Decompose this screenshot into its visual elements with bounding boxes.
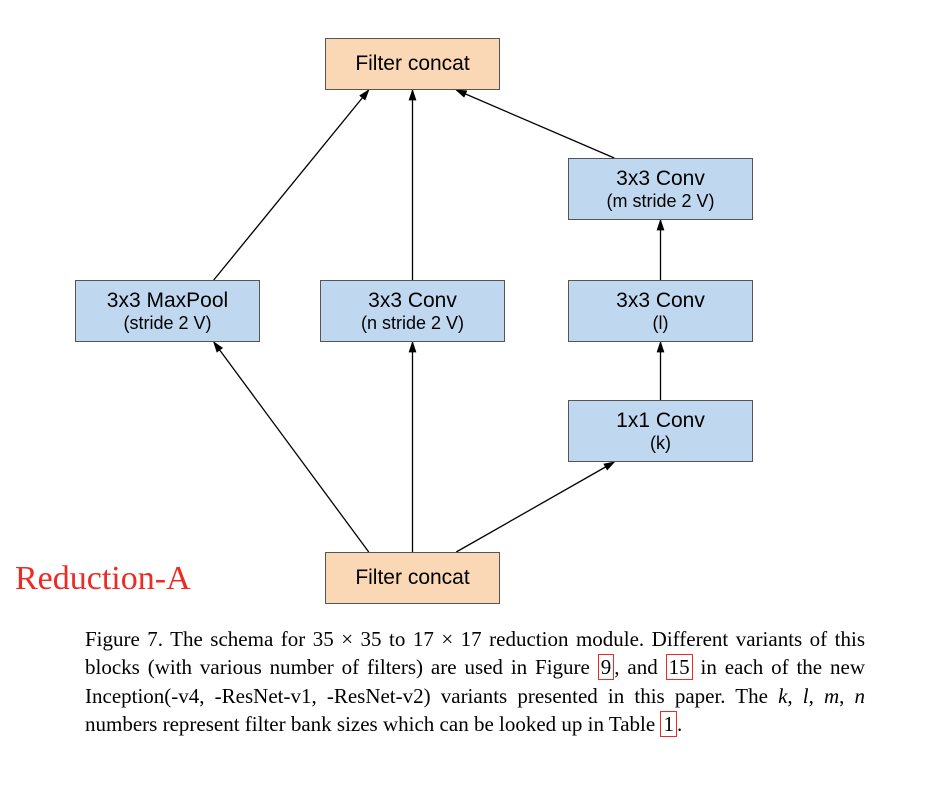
node-label: 1x1 Conv	[616, 408, 705, 433]
ref-link[interactable]: 9	[598, 654, 615, 680]
node-sublabel: (stride 2 V)	[123, 313, 211, 335]
node-label: 3x3 Conv	[616, 288, 705, 313]
node-label: 3x3 MaxPool	[107, 288, 228, 313]
diagram-title: Reduction-A	[15, 560, 191, 598]
caption-text: to	[382, 627, 413, 651]
caption-text: Figure 7.	[85, 627, 170, 651]
node-label: Filter concat	[355, 51, 469, 76]
diagram-canvas: Filter concat 3x3 Conv (m stride 2 V) 3x…	[0, 0, 940, 793]
node-conv-n: 3x3 Conv (n stride 2 V)	[320, 280, 505, 342]
node-sublabel: (l)	[653, 313, 669, 335]
caption-text: ,	[839, 684, 854, 708]
node-conv-m: 3x3 Conv (m stride 2 V)	[568, 158, 753, 220]
node-filter-concat-bottom: Filter concat	[325, 552, 500, 604]
var-n: n	[855, 684, 866, 708]
ref-link[interactable]: 15	[666, 654, 693, 680]
node-filter-concat-top: Filter concat	[325, 38, 500, 90]
node-label: 3x3 Conv	[368, 288, 457, 313]
node-conv-k: 1x1 Conv (k)	[568, 400, 753, 462]
node-label: 3x3 Conv	[616, 166, 705, 191]
var-m: m	[824, 684, 839, 708]
figure-caption: Figure 7. The schema for 35 × 35 to 17 ×…	[85, 625, 865, 738]
var-k: k	[778, 684, 787, 708]
caption-text: 35 × 35	[313, 627, 382, 651]
caption-text: ,	[809, 684, 824, 708]
node-sublabel: (k)	[650, 433, 671, 455]
caption-text: .	[677, 712, 682, 736]
node-label: Filter concat	[355, 565, 469, 590]
diagram-title-text: Reduction-A	[15, 560, 191, 597]
ref-link[interactable]: 1	[660, 711, 677, 737]
caption-text: numbers represent filter bank sizes whic…	[85, 712, 660, 736]
caption-text: The schema for	[170, 627, 313, 651]
caption-text: ,	[787, 684, 802, 708]
node-sublabel: (n stride 2 V)	[361, 313, 464, 335]
node-conv-l: 3x3 Conv (l)	[568, 280, 753, 342]
node-maxpool: 3x3 MaxPool (stride 2 V)	[75, 280, 260, 342]
caption-text: 17 × 17	[413, 627, 482, 651]
node-sublabel: (m stride 2 V)	[606, 191, 714, 213]
caption-text: , and	[614, 655, 665, 679]
